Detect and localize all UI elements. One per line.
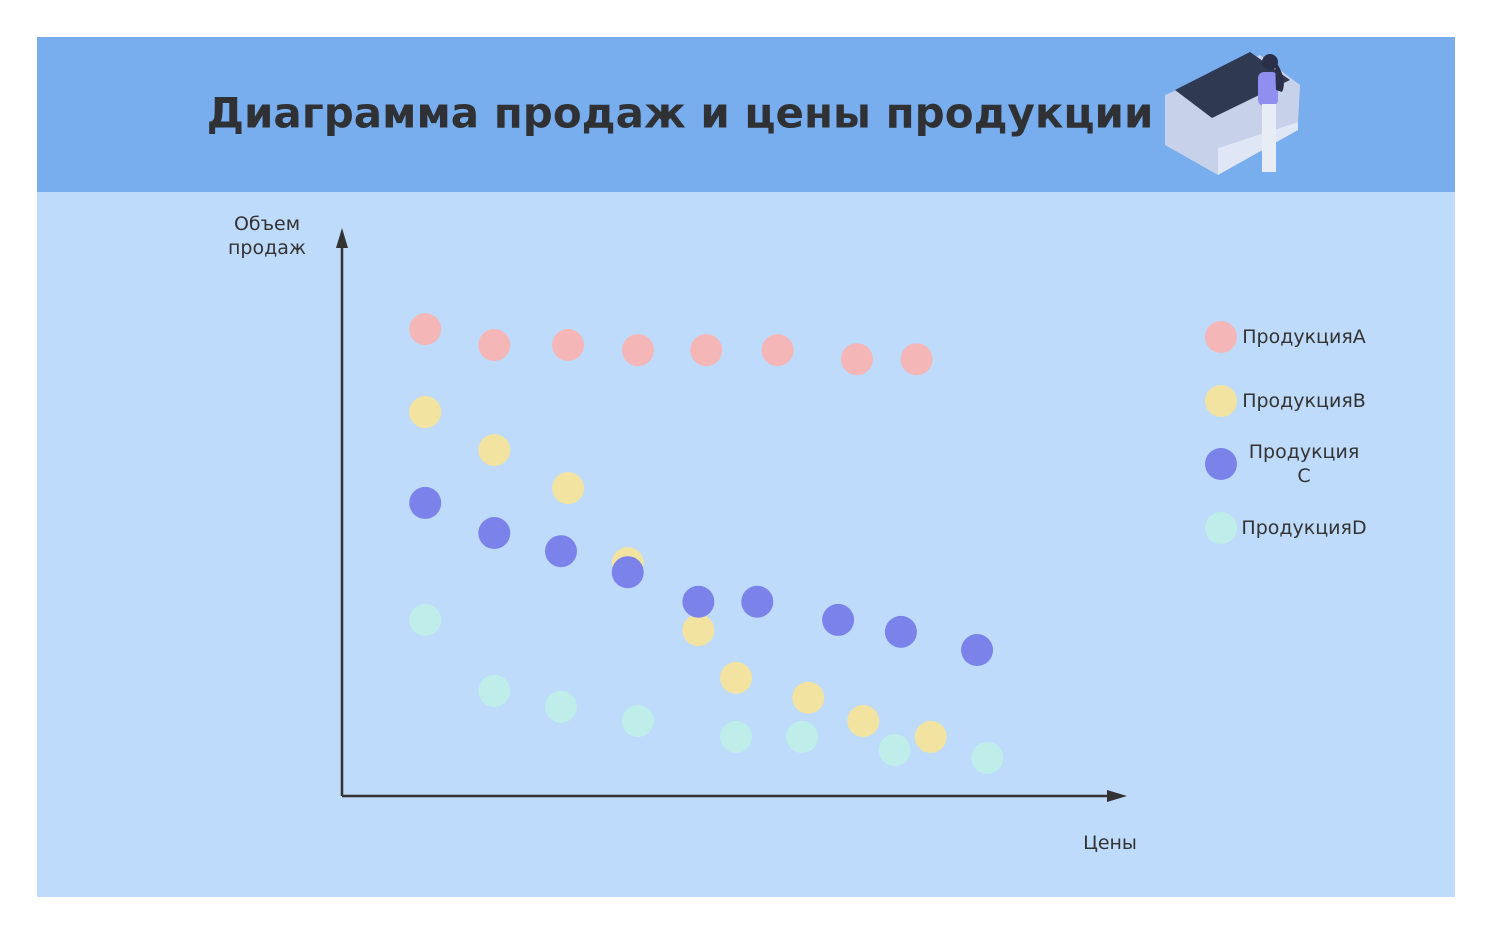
legend-label: ПродукцияA xyxy=(1242,326,1366,348)
point xyxy=(822,603,855,636)
point xyxy=(878,733,911,766)
legend-label: Продукция C xyxy=(1248,441,1360,487)
y-axis-arrow xyxy=(336,228,348,248)
point xyxy=(786,720,819,753)
point xyxy=(545,535,578,568)
point xyxy=(611,556,644,589)
point xyxy=(478,517,511,550)
point xyxy=(914,720,947,753)
point xyxy=(478,674,511,707)
x-axis-arrow xyxy=(1107,790,1127,802)
point xyxy=(409,313,442,346)
point xyxy=(900,343,933,376)
point xyxy=(621,705,654,738)
point xyxy=(621,334,654,367)
point xyxy=(552,329,585,362)
point xyxy=(741,585,774,618)
illustration xyxy=(1165,52,1300,175)
point xyxy=(761,334,794,367)
legend-marker xyxy=(1205,512,1237,544)
point xyxy=(847,705,880,738)
point xyxy=(690,334,723,367)
point xyxy=(682,614,715,647)
point xyxy=(792,681,825,714)
point xyxy=(409,486,442,519)
y-axis-label: Объем продаж xyxy=(227,213,306,259)
point xyxy=(545,690,578,723)
legend-marker xyxy=(1205,385,1237,417)
legend-marker xyxy=(1205,448,1237,480)
point xyxy=(409,603,442,636)
point xyxy=(884,615,917,648)
point xyxy=(720,720,753,753)
point xyxy=(720,661,753,694)
legend-label: ПродукцияD xyxy=(1241,517,1367,539)
point xyxy=(478,329,511,362)
point xyxy=(971,741,1004,774)
x-axis-label: Цены xyxy=(1083,832,1137,854)
legend-label: ПродукцияB xyxy=(1242,390,1366,412)
point xyxy=(840,343,873,376)
point xyxy=(682,585,715,618)
point xyxy=(961,634,994,667)
legend-marker xyxy=(1205,321,1237,353)
point xyxy=(409,396,442,429)
point xyxy=(552,472,585,505)
chart-title: Диаграмма продаж и цены продукции xyxy=(207,89,1154,138)
point xyxy=(478,434,511,467)
